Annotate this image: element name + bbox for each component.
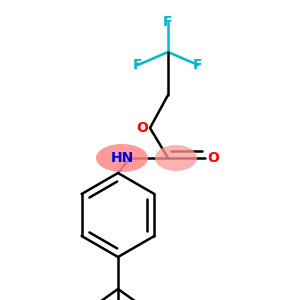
Text: F: F — [163, 15, 173, 29]
Text: F: F — [133, 58, 143, 72]
Text: O: O — [207, 151, 219, 165]
Text: F: F — [193, 58, 203, 72]
Text: O: O — [136, 121, 148, 135]
Ellipse shape — [155, 145, 197, 171]
Ellipse shape — [96, 144, 148, 172]
Text: HN: HN — [110, 151, 134, 165]
